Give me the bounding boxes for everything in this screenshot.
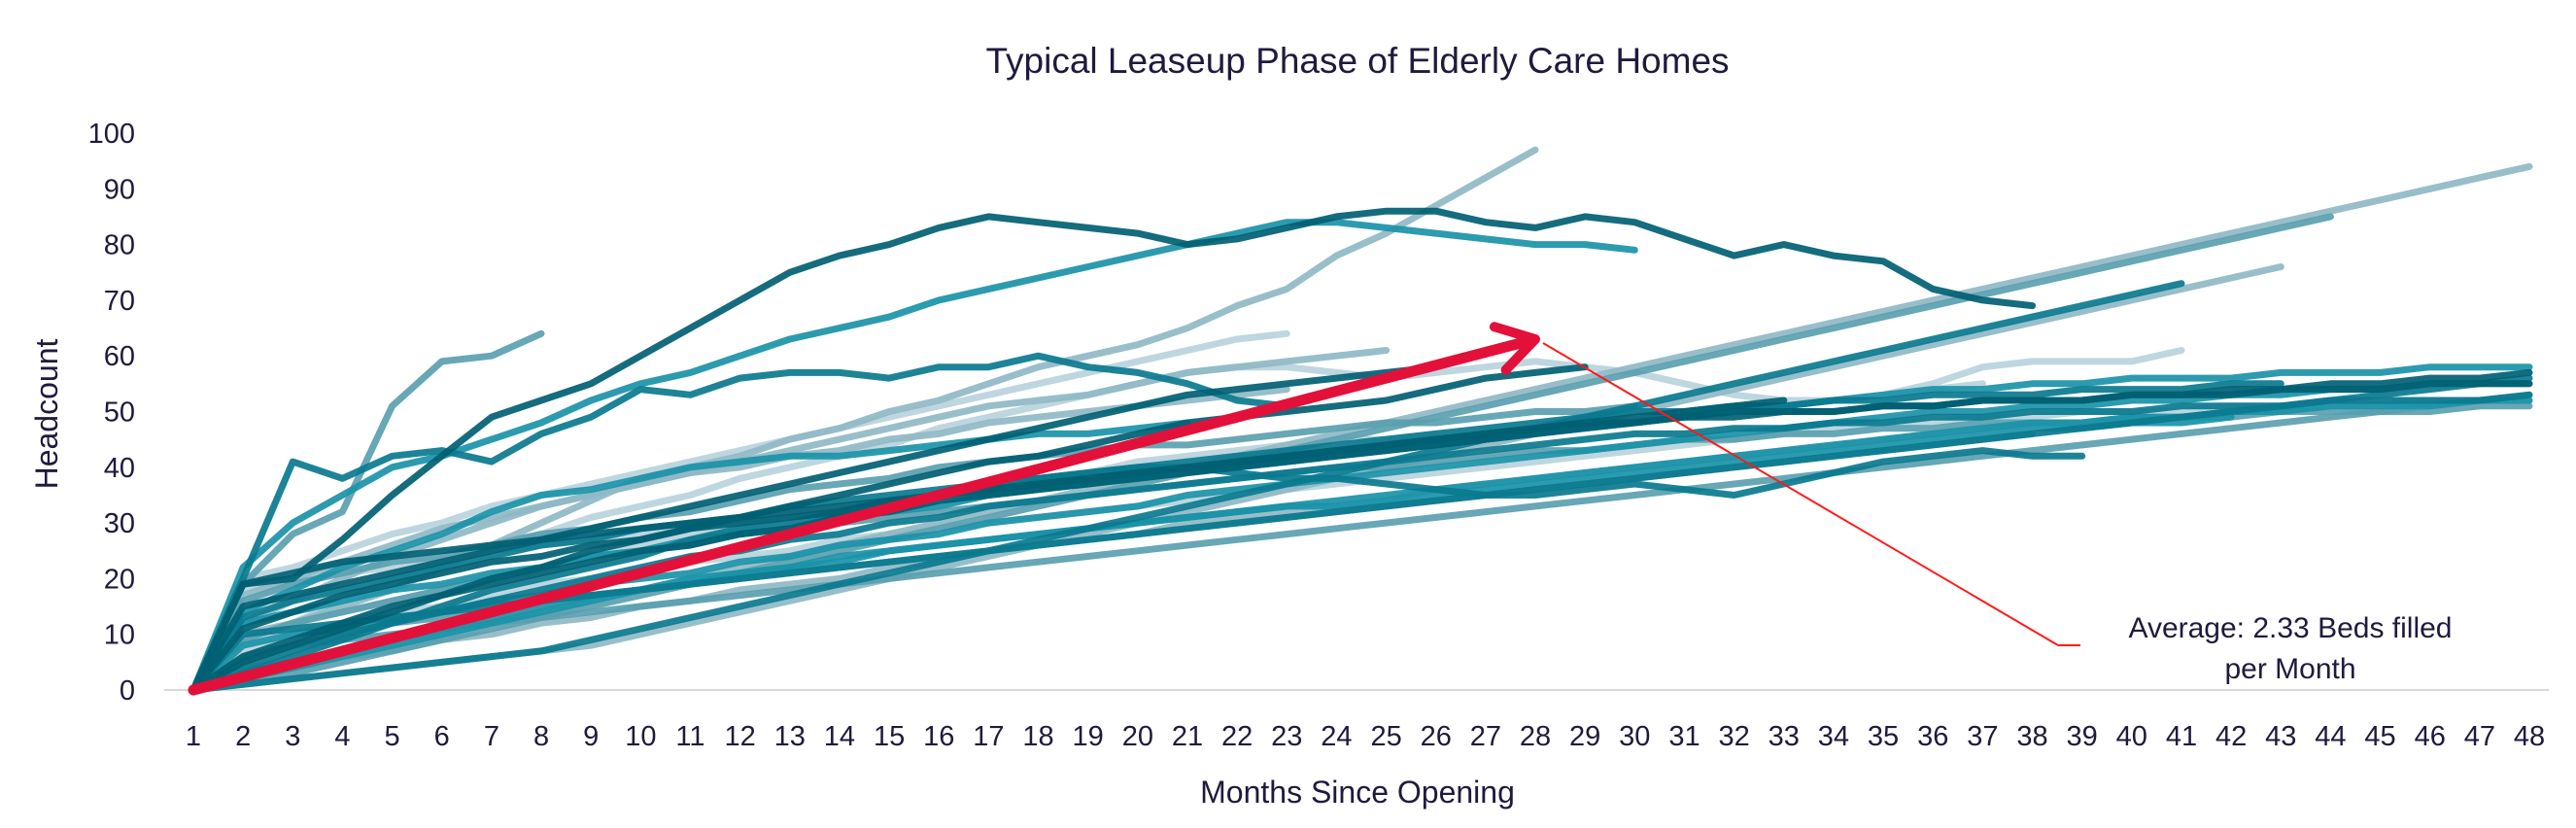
y-tick-label: 60	[104, 341, 135, 372]
average-trend-arrow	[188, 335, 1533, 696]
x-tick-label: 27	[1470, 721, 1501, 752]
y-tick-label: 20	[104, 564, 135, 595]
x-tick-label: 42	[2215, 721, 2247, 752]
annotation-label-line1: Average: 2.33 Beds filled	[2128, 612, 2452, 644]
x-tick-label: 11	[675, 721, 704, 752]
x-tick-label: 43	[2265, 721, 2296, 752]
series-line	[189, 207, 2036, 694]
x-tick-label: 3	[285, 721, 300, 752]
y-tick-label: 0	[120, 675, 135, 707]
x-tick-label: 44	[2315, 721, 2346, 752]
x-tick-label: 32	[1718, 721, 1749, 752]
x-tick-label: 40	[2116, 721, 2147, 752]
y-tick-label: 40	[104, 453, 135, 484]
series-line	[189, 280, 2185, 694]
x-tick-label: 38	[2016, 721, 2047, 752]
x-tick-label: 7	[484, 721, 499, 752]
x-tick-label: 28	[1520, 721, 1551, 752]
x-tick-label: 30	[1619, 721, 1650, 752]
x-axis-ticks: 1 2 3 4 5 6 7 8 9 10 11 12 13 14 15 16 17 18 19 20 21 22 23 24 2…	[186, 721, 2545, 752]
x-tick-label: 20	[1122, 721, 1153, 752]
x-tick-label: 29	[1569, 721, 1600, 752]
x-axis-label: Months Since Opening	[1200, 775, 1515, 810]
average-trend-arrowhead	[1489, 322, 1541, 375]
x-tick-label: 21	[1172, 721, 1203, 752]
y-tick-label: 80	[104, 230, 135, 261]
series-line	[189, 413, 2235, 694]
x-tick-label: 31	[1668, 721, 1700, 752]
x-tick-label: 8	[533, 721, 549, 752]
x-tick-label: 10	[625, 721, 656, 752]
y-axis-ticks: 0 10 20 30 40 50 60 70 80 90 100	[88, 119, 135, 707]
series-line	[189, 397, 1788, 694]
series-group	[164, 146, 2549, 694]
series-line	[189, 397, 2533, 694]
x-tick-label: 46	[2415, 721, 2446, 752]
series-line	[189, 363, 1440, 694]
chart-title: Typical Leaseup Phase of Elderly Care Ho…	[985, 41, 1729, 81]
x-tick-label: 33	[1769, 721, 1800, 752]
x-tick-label: 39	[2067, 721, 2098, 752]
series-line	[189, 352, 1290, 694]
x-tick-label: 47	[2464, 721, 2495, 752]
x-tick-label: 12	[725, 721, 756, 752]
series-line	[189, 391, 2533, 694]
x-tick-label: 35	[1868, 721, 1899, 752]
x-tick-label: 24	[1321, 721, 1352, 752]
y-tick-label: 70	[104, 286, 135, 317]
y-tick-label: 50	[104, 397, 135, 429]
x-tick-label: 26	[1421, 721, 1452, 752]
x-tick-label: 5	[385, 721, 400, 752]
y-tick-label: 10	[104, 620, 135, 651]
x-tick-label: 4	[334, 721, 350, 752]
series-line	[189, 402, 1638, 694]
x-tick-label: 22	[1221, 721, 1253, 752]
x-tick-label: 45	[2364, 721, 2395, 752]
x-tick-label: 14	[824, 721, 855, 752]
series-line	[189, 386, 1290, 694]
x-tick-label: 25	[1370, 721, 1401, 752]
x-tick-label: 17	[973, 721, 1004, 752]
x-tick-label: 6	[434, 721, 450, 752]
series-line	[189, 374, 2533, 694]
y-tick-label: 100	[88, 119, 135, 150]
x-tick-label: 37	[1967, 721, 1998, 752]
x-tick-label: 19	[1073, 721, 1104, 752]
y-axis-label: Headcount	[29, 339, 64, 490]
series-line	[189, 219, 1638, 694]
x-tick-label: 36	[1917, 721, 1948, 752]
x-tick-label: 1	[186, 721, 201, 752]
x-tick-label: 13	[774, 721, 806, 752]
y-tick-label: 30	[104, 508, 135, 539]
x-tick-label: 41	[2166, 721, 2197, 752]
x-tick-label: 34	[1818, 721, 1849, 752]
x-tick-label: 15	[874, 721, 905, 752]
trend-group	[188, 322, 1541, 696]
x-tick-label: 18	[1022, 721, 1053, 752]
x-tick-label: 23	[1271, 721, 1302, 752]
x-tick-label: 2	[235, 721, 251, 752]
series-line	[189, 380, 2284, 694]
y-tick-label: 90	[104, 174, 135, 205]
x-tick-label: 48	[2514, 721, 2545, 752]
series-line	[189, 329, 545, 694]
annotation-label-line2: per Month	[2224, 653, 2355, 685]
x-tick-label: 9	[583, 721, 599, 752]
annotation-leader-line	[1542, 342, 2059, 646]
x-tick-label: 16	[923, 721, 954, 752]
